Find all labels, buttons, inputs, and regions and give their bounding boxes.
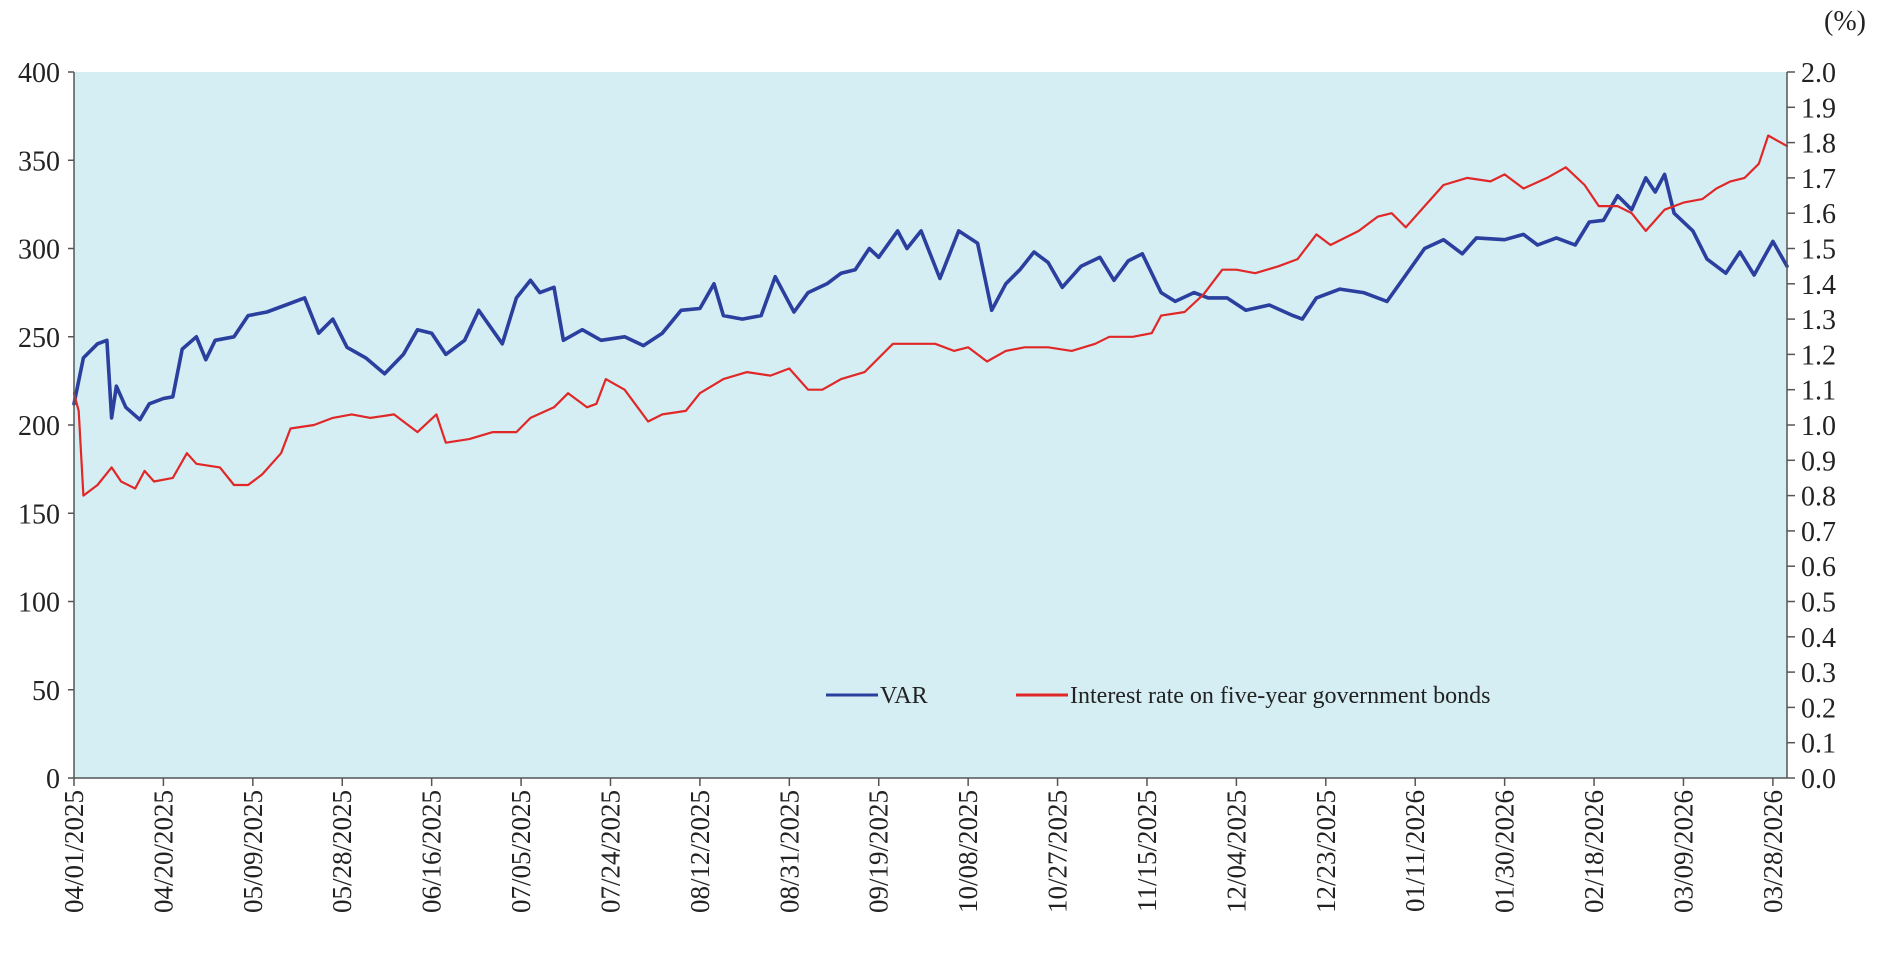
left-y-tick-label: 250 bbox=[18, 323, 60, 354]
right-y-tick-label: 0.4 bbox=[1801, 623, 1836, 654]
right-y-tick-label: 1.8 bbox=[1801, 129, 1836, 160]
left-y-tick-label: 200 bbox=[18, 411, 60, 442]
right-y-tick-label: 1.2 bbox=[1801, 340, 1836, 371]
legend-label: Interest rate on five-year government bo… bbox=[1070, 683, 1491, 709]
right-y-tick-label: 1.4 bbox=[1801, 270, 1836, 301]
left-y-tick-label: 0 bbox=[46, 764, 60, 795]
x-tick-label: 07/24/2025 bbox=[595, 790, 625, 913]
x-tick-label: 10/27/2025 bbox=[1043, 790, 1073, 913]
right-y-tick-label: 1.7 bbox=[1801, 164, 1836, 195]
x-tick-label: 11/15/2025 bbox=[1132, 790, 1162, 912]
series-layer bbox=[72, 134, 1789, 497]
right-y-tick-label: 0.7 bbox=[1801, 517, 1836, 548]
legend-label: VAR bbox=[880, 683, 928, 709]
x-tick-label: 10/08/2025 bbox=[953, 790, 983, 913]
x-tick-label: 01/30/2026 bbox=[1490, 790, 1520, 913]
right-y-tick-label: 1.5 bbox=[1801, 235, 1836, 266]
right-y-tick-label: 1.0 bbox=[1801, 411, 1836, 442]
series-line-var bbox=[72, 172, 1789, 422]
series-line-bond-rate bbox=[72, 134, 1789, 497]
left-y-tick-label: 50 bbox=[32, 676, 60, 707]
x-tick-label: 03/28/2026 bbox=[1758, 790, 1788, 913]
plot-area bbox=[74, 72, 1787, 778]
x-axis: 04/01/2025 04/20/2025 05/09/2025 05/28/2025… bbox=[59, 778, 1788, 913]
x-tick-label: 12/04/2025 bbox=[1221, 790, 1251, 913]
x-tick-label: 12/23/2025 bbox=[1311, 790, 1341, 913]
left-y-tick-label: 400 bbox=[18, 58, 60, 89]
left-y-tick-label: 150 bbox=[18, 499, 60, 530]
x-tick-label: 02/18/2026 bbox=[1579, 790, 1609, 913]
right-y-tick-label: 0.0 bbox=[1801, 764, 1836, 795]
right-y-tick-label: 1.6 bbox=[1801, 199, 1836, 230]
x-tick-label: 08/12/2025 bbox=[685, 790, 715, 913]
right-y-tick-label: 0.9 bbox=[1801, 446, 1836, 477]
x-tick-label: 04/20/2025 bbox=[148, 790, 178, 913]
x-tick-label: 05/28/2025 bbox=[327, 790, 357, 913]
x-tick-label: 06/16/2025 bbox=[417, 790, 447, 913]
x-tick-label: 01/11/2026 bbox=[1400, 790, 1430, 912]
right-y-axis: 0.0 0.1 0.2 0.3 0.4 0.5 0.6 0.7 0.8 0.9 1.0 1.1 1.2 1… bbox=[1787, 58, 1836, 795]
right-y-tick-label: 2.0 bbox=[1801, 58, 1836, 89]
left-y-tick-label: 350 bbox=[18, 146, 60, 177]
right-axis-unit: (%) bbox=[1824, 6, 1866, 37]
x-tick-label: 07/05/2025 bbox=[506, 790, 536, 913]
left-y-tick-label: 300 bbox=[18, 235, 60, 266]
left-y-tick-label: 100 bbox=[18, 588, 60, 619]
x-tick-label: 03/09/2026 bbox=[1668, 790, 1698, 913]
right-y-tick-label: 0.6 bbox=[1801, 552, 1836, 583]
right-y-tick-label: 1.1 bbox=[1801, 376, 1836, 407]
x-tick-label: 04/01/2025 bbox=[59, 790, 89, 913]
x-tick-label: 05/09/2025 bbox=[238, 790, 268, 913]
x-tick-label: 09/19/2025 bbox=[864, 790, 894, 913]
legend: VAR Interest rate on five-year government… bbox=[826, 683, 1491, 709]
right-y-tick-label: 1.3 bbox=[1801, 305, 1836, 336]
right-y-tick-label: 0.2 bbox=[1801, 693, 1836, 724]
right-y-tick-label: 1.9 bbox=[1801, 93, 1836, 124]
right-y-tick-label: 0.5 bbox=[1801, 588, 1836, 619]
left-y-axis: 0 50 100 150 200 250 300 350 400 bbox=[18, 58, 74, 795]
right-y-tick-label: 0.1 bbox=[1801, 729, 1836, 760]
x-tick-label: 08/31/2025 bbox=[774, 790, 804, 913]
right-y-tick-label: 0.8 bbox=[1801, 482, 1836, 513]
right-y-tick-label: 0.3 bbox=[1801, 658, 1836, 689]
